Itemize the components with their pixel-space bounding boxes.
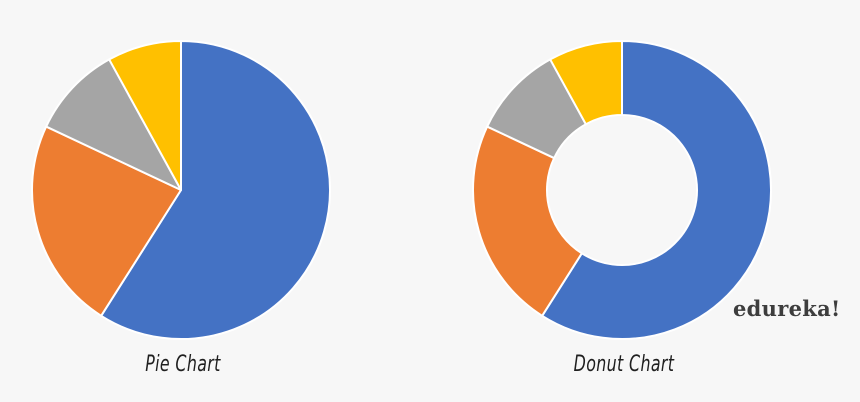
donut-slice-1	[541, 40, 772, 340]
donut-hole	[548, 116, 696, 264]
pie-chart	[31, 40, 331, 340]
donut-slice-4	[549, 40, 623, 126]
pie-slice-4	[108, 40, 182, 191]
pie-slice-1	[100, 40, 331, 340]
pie-slice-2	[31, 125, 182, 317]
brand-logo: edureka!	[733, 296, 841, 321]
donut-chart-title: Donut Chart	[573, 352, 675, 377]
pie-slice-3	[45, 58, 182, 191]
pie-chart-title: Pie Chart	[145, 352, 221, 377]
donut-chart	[472, 40, 772, 340]
donut-slice-2	[472, 125, 583, 317]
